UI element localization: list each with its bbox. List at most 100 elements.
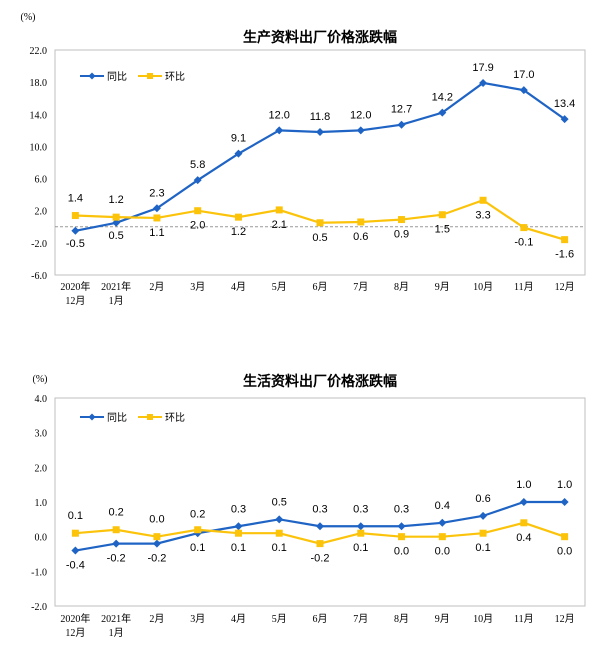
data-label-yoy: 0.4: [435, 500, 450, 512]
data-label-mom: 1.2: [109, 194, 124, 206]
legend-label: 环比: [165, 71, 185, 83]
data-point-yoy: [152, 539, 161, 548]
data-label-mom: 0.4: [516, 532, 531, 544]
data-label-yoy: -0.4: [66, 560, 85, 572]
x-tick-label: 1月: [109, 295, 124, 307]
x-tick-label: 2021年: [101, 612, 131, 625]
data-point-mom: [112, 526, 120, 534]
data-point-mom: [153, 214, 161, 222]
data-label-yoy: -0.5: [66, 238, 85, 250]
y-tick-label: 4.0: [35, 394, 48, 405]
data-label-mom: 0.2: [190, 509, 205, 521]
x-tick-label: 4月: [231, 281, 246, 293]
x-tick-label: 12月: [555, 613, 575, 625]
data-point-mom: [561, 236, 569, 244]
data-point-mom: [194, 526, 202, 534]
data-point-yoy: [438, 108, 447, 117]
data-label-yoy: 0.3: [231, 503, 246, 515]
data-point-mom: [234, 529, 242, 537]
data-label-mom: 0.0: [557, 546, 572, 558]
y-unit-label: (%): [21, 12, 36, 23]
y-unit-label: (%): [33, 374, 48, 385]
data-point-yoy: [234, 522, 243, 531]
x-tick-label: 2月: [149, 613, 164, 625]
data-point-mom: [234, 213, 242, 221]
data-point-mom: [357, 529, 365, 537]
data-label-yoy: -0.2: [147, 553, 166, 565]
x-tick-label: 12月: [65, 627, 85, 639]
data-label-yoy: 0.6: [475, 493, 490, 505]
data-label-yoy: 12.0: [350, 109, 371, 121]
y-tick-label: 18.0: [30, 78, 48, 89]
data-label-mom: 0.5: [312, 232, 327, 244]
chart-living-materials: 生活资料出厂价格涨跌幅 (%) 4.0 3.0 2.0 1.0 0.0 -1.0 -2.0 202…: [31, 373, 586, 639]
x-tick-label: 12月: [555, 281, 575, 293]
data-point-yoy: [234, 149, 243, 158]
data-point-mom: [275, 529, 283, 537]
data-point-mom: [520, 224, 528, 232]
data-point-yoy: [479, 78, 488, 87]
data-point-yoy: [397, 120, 406, 129]
data-point-mom: [398, 533, 406, 541]
legend-marker-icon: [88, 72, 96, 80]
x-tick-label: 2020年: [60, 612, 90, 625]
data-point-mom: [194, 207, 202, 215]
data-point-yoy: [112, 218, 121, 227]
series-line-yoy: [75, 81, 566, 232]
y-tick-label: 3.0: [35, 429, 48, 440]
data-label-mom: 2.0: [190, 220, 205, 232]
x-tick-label: 1月: [109, 627, 124, 639]
y-tick-label: 22.0: [30, 46, 48, 57]
data-label-yoy: 0.3: [312, 503, 327, 515]
y-tick-label: 14.0: [30, 110, 48, 121]
data-point-mom: [357, 218, 365, 226]
data-point-mom: [316, 219, 324, 227]
data-point-mom: [520, 519, 528, 527]
data-label-yoy: 0.1: [190, 542, 205, 554]
data-label-yoy: 11.8: [310, 111, 331, 123]
plot-area: [54, 49, 586, 276]
x-tick-label: 6月: [313, 613, 328, 625]
data-point-mom: [479, 196, 487, 204]
data-label-yoy: -0.2: [107, 553, 126, 565]
plot-area: [54, 397, 586, 607]
x-tick-label: 11月: [514, 281, 534, 293]
x-tick-label: 3月: [190, 281, 205, 293]
data-label-yoy: 9.1: [231, 133, 246, 145]
data-point-yoy: [71, 226, 80, 235]
x-tick-label: 7月: [353, 613, 368, 625]
data-point-yoy: [316, 522, 324, 531]
legend-marker-icon: [88, 413, 96, 421]
y-tick-label: -2.0: [31, 239, 47, 250]
data-label-mom: 1.5: [435, 224, 450, 236]
data-label-mom: 0.2: [109, 507, 124, 519]
chart-production-materials: 生产资料出厂价格涨跌幅 (%) 22.0 18.0 14.0 10.0 6.0 2.0 -2.0…: [21, 12, 586, 307]
data-point-yoy: [560, 115, 569, 124]
data-point-yoy: [560, 498, 569, 506]
data-point-yoy: [275, 515, 284, 524]
data-label-mom: 0.0: [149, 514, 164, 526]
x-tick-label: 12月: [65, 295, 85, 307]
data-point-yoy: [519, 86, 528, 95]
y-tick-label: 2.0: [35, 207, 48, 218]
data-label-mom: 0.1: [353, 542, 368, 554]
data-point-yoy: [438, 518, 447, 527]
data-point-mom: [275, 206, 283, 214]
y-tick-label: 2.0: [35, 463, 48, 474]
data-point-yoy: [519, 498, 528, 506]
data-label-mom: -1.6: [555, 249, 574, 261]
y-tick-label: -1.0: [31, 567, 47, 578]
x-tick-label: 8月: [394, 281, 409, 293]
data-point-mom: [316, 540, 324, 548]
data-point-mom: [438, 211, 446, 219]
data-label-yoy: 17.9: [472, 62, 493, 74]
legend-marker-icon: [147, 73, 153, 79]
data-point-yoy: [112, 539, 121, 548]
data-label-mom: 1.2: [231, 226, 246, 238]
data-label-yoy: 0.5: [272, 496, 287, 508]
data-label-mom: 1.1: [149, 227, 164, 239]
y-tick-label: 6.0: [35, 175, 48, 186]
data-point-yoy: [152, 204, 161, 213]
x-tick-label: 2月: [149, 281, 164, 293]
x-tick-label: 5月: [272, 281, 287, 293]
